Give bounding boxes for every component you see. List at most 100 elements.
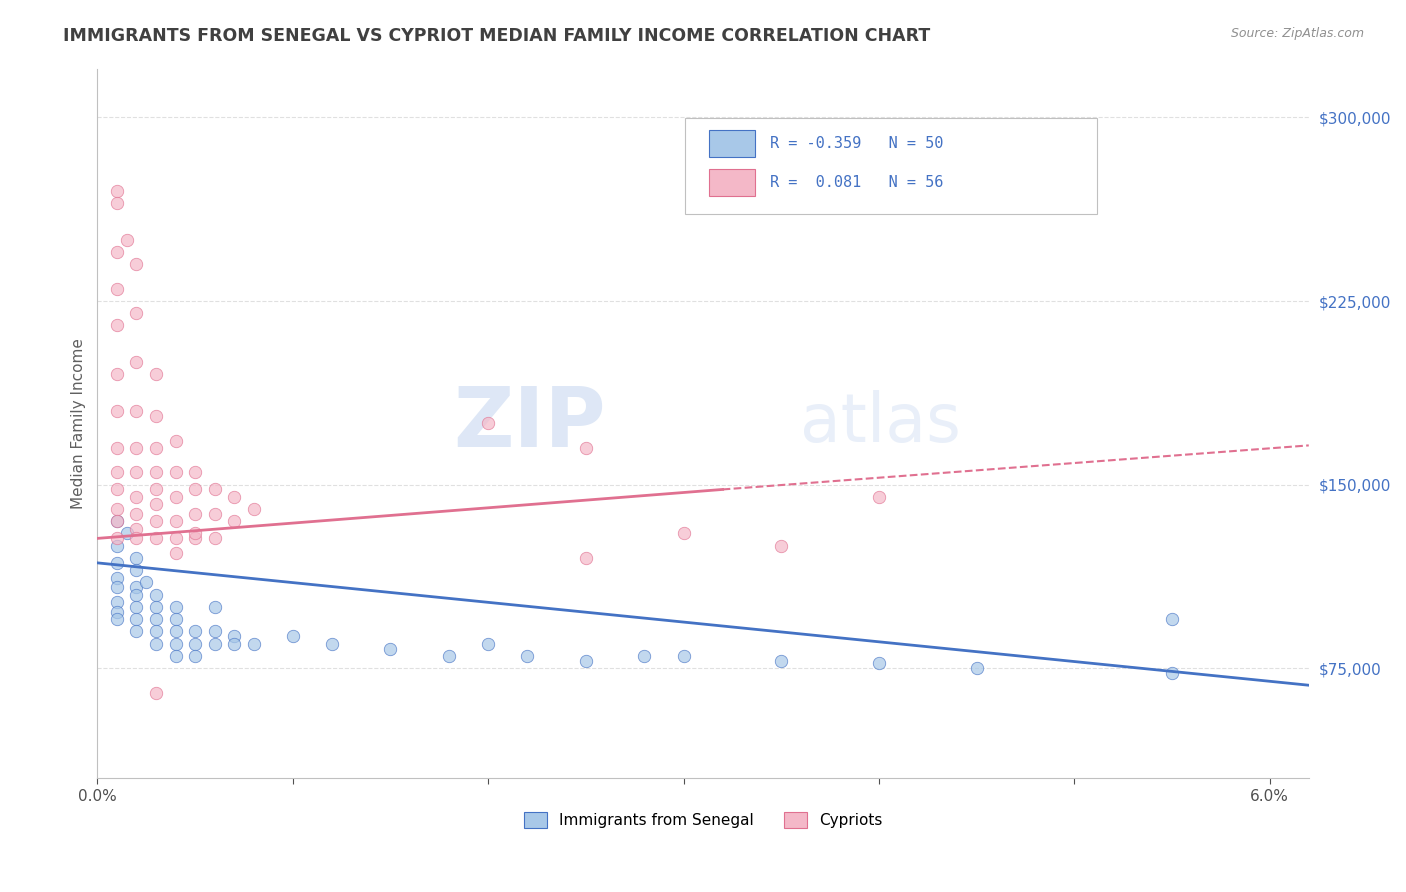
- Point: [165, 637, 187, 651]
- Point: [224, 490, 246, 504]
- Point: [105, 318, 128, 333]
- Point: [145, 514, 167, 528]
- Point: [184, 624, 207, 639]
- Point: [184, 507, 207, 521]
- Point: [184, 532, 207, 546]
- Point: [125, 306, 148, 320]
- FancyBboxPatch shape: [709, 169, 755, 196]
- Point: [145, 599, 167, 614]
- Point: [204, 637, 226, 651]
- Point: [281, 629, 304, 643]
- Point: [165, 546, 187, 560]
- Point: [145, 466, 167, 480]
- Point: [477, 637, 499, 651]
- Point: [516, 648, 538, 663]
- Point: [242, 637, 264, 651]
- Text: Source: ZipAtlas.com: Source: ZipAtlas.com: [1230, 27, 1364, 40]
- Point: [125, 612, 148, 626]
- Point: [125, 441, 148, 455]
- Text: R =  0.081   N = 56: R = 0.081 N = 56: [769, 176, 943, 190]
- Point: [125, 466, 148, 480]
- Point: [770, 654, 793, 668]
- Point: [145, 483, 167, 497]
- FancyBboxPatch shape: [709, 130, 755, 157]
- Point: [125, 532, 148, 546]
- Point: [633, 648, 655, 663]
- Point: [204, 624, 226, 639]
- Point: [145, 612, 167, 626]
- Text: IMMIGRANTS FROM SENEGAL VS CYPRIOT MEDIAN FAMILY INCOME CORRELATION CHART: IMMIGRANTS FROM SENEGAL VS CYPRIOT MEDIA…: [63, 27, 931, 45]
- Point: [115, 526, 138, 541]
- Text: atlas: atlas: [800, 391, 960, 457]
- Legend: Immigrants from Senegal, Cypriots: Immigrants from Senegal, Cypriots: [517, 806, 889, 834]
- Point: [184, 637, 207, 651]
- Point: [477, 417, 499, 431]
- Point: [242, 502, 264, 516]
- Point: [224, 637, 246, 651]
- Point: [105, 196, 128, 211]
- Point: [125, 257, 148, 271]
- Point: [204, 599, 226, 614]
- Text: ZIP: ZIP: [454, 383, 606, 464]
- Point: [105, 184, 128, 198]
- Point: [105, 404, 128, 418]
- Point: [125, 355, 148, 369]
- Point: [125, 599, 148, 614]
- Point: [125, 404, 148, 418]
- Point: [165, 532, 187, 546]
- Point: [165, 514, 187, 528]
- Point: [125, 588, 148, 602]
- Point: [575, 654, 598, 668]
- Point: [145, 409, 167, 423]
- Point: [770, 539, 793, 553]
- Point: [165, 466, 187, 480]
- Point: [165, 434, 187, 448]
- Point: [184, 648, 207, 663]
- Point: [105, 466, 128, 480]
- Point: [575, 551, 598, 566]
- Point: [184, 483, 207, 497]
- Point: [184, 466, 207, 480]
- Point: [165, 612, 187, 626]
- Point: [165, 490, 187, 504]
- Point: [1161, 665, 1184, 680]
- Point: [672, 526, 695, 541]
- Point: [204, 532, 226, 546]
- FancyBboxPatch shape: [685, 119, 1097, 214]
- Point: [672, 648, 695, 663]
- Point: [165, 624, 187, 639]
- Point: [105, 282, 128, 296]
- Point: [204, 483, 226, 497]
- Point: [105, 612, 128, 626]
- Point: [105, 514, 128, 528]
- Point: [437, 648, 460, 663]
- Point: [145, 441, 167, 455]
- Point: [224, 629, 246, 643]
- Point: [105, 483, 128, 497]
- Point: [380, 641, 402, 656]
- Point: [125, 563, 148, 577]
- Point: [125, 624, 148, 639]
- Point: [868, 657, 890, 671]
- Point: [145, 368, 167, 382]
- Point: [165, 599, 187, 614]
- Point: [105, 556, 128, 570]
- Point: [868, 490, 890, 504]
- Point: [1161, 612, 1184, 626]
- Point: [105, 595, 128, 609]
- Point: [125, 580, 148, 594]
- Point: [145, 532, 167, 546]
- Point: [165, 648, 187, 663]
- Text: R = -0.359   N = 50: R = -0.359 N = 50: [769, 136, 943, 152]
- Point: [145, 624, 167, 639]
- Point: [966, 661, 988, 675]
- Point: [105, 514, 128, 528]
- Point: [145, 685, 167, 699]
- Point: [105, 539, 128, 553]
- Point: [125, 507, 148, 521]
- Point: [575, 441, 598, 455]
- Point: [125, 551, 148, 566]
- Point: [125, 490, 148, 504]
- Point: [135, 575, 157, 590]
- Point: [145, 637, 167, 651]
